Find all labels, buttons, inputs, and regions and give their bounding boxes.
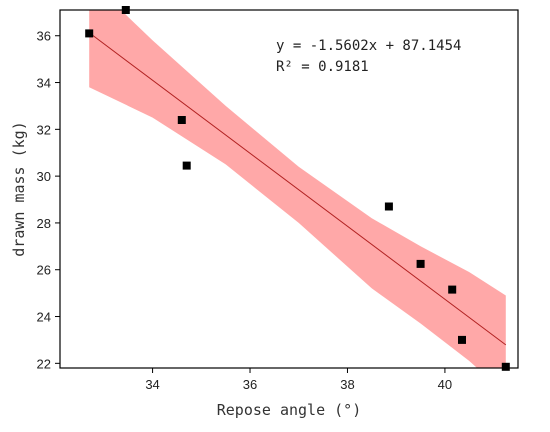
y-tick-label: 26 xyxy=(37,263,51,278)
x-tick-label: 40 xyxy=(438,377,452,392)
y-tick-label: 28 xyxy=(37,216,51,231)
data-point xyxy=(458,335,466,344)
y-tick-label: 30 xyxy=(37,169,51,184)
y-tick-label: 22 xyxy=(37,356,51,371)
y-axis-label: drawn mass (kg) xyxy=(10,121,28,256)
fit-line xyxy=(88,32,507,346)
y-axis-ticks: 22 24 26 28 30 32 34 36 xyxy=(37,29,60,371)
x-axis-label: Repose angle (°) xyxy=(217,401,362,419)
y-tick-label: 34 xyxy=(37,76,51,91)
data-point xyxy=(448,285,457,294)
y-tick-label: 24 xyxy=(37,310,51,325)
y-tick-label: 32 xyxy=(37,122,51,137)
data-point xyxy=(182,161,191,170)
r-squared-label: R² = 0.9181 xyxy=(276,59,369,75)
y-tick-label: 36 xyxy=(37,29,51,44)
data-point xyxy=(384,202,393,211)
x-tick-label: 34 xyxy=(145,377,159,392)
fit-equation: y = -1.5602x + 87.1454 xyxy=(276,38,461,54)
x-axis-ticks: 34 36 38 40 xyxy=(145,368,452,392)
data-point xyxy=(501,362,510,371)
data-point xyxy=(85,29,94,38)
data-point xyxy=(416,259,425,268)
x-tick-label: 38 xyxy=(340,377,354,392)
data-point xyxy=(177,116,186,124)
x-tick-label: 36 xyxy=(243,377,257,392)
plot-frame xyxy=(59,9,519,369)
fit-line-layer xyxy=(88,32,507,346)
